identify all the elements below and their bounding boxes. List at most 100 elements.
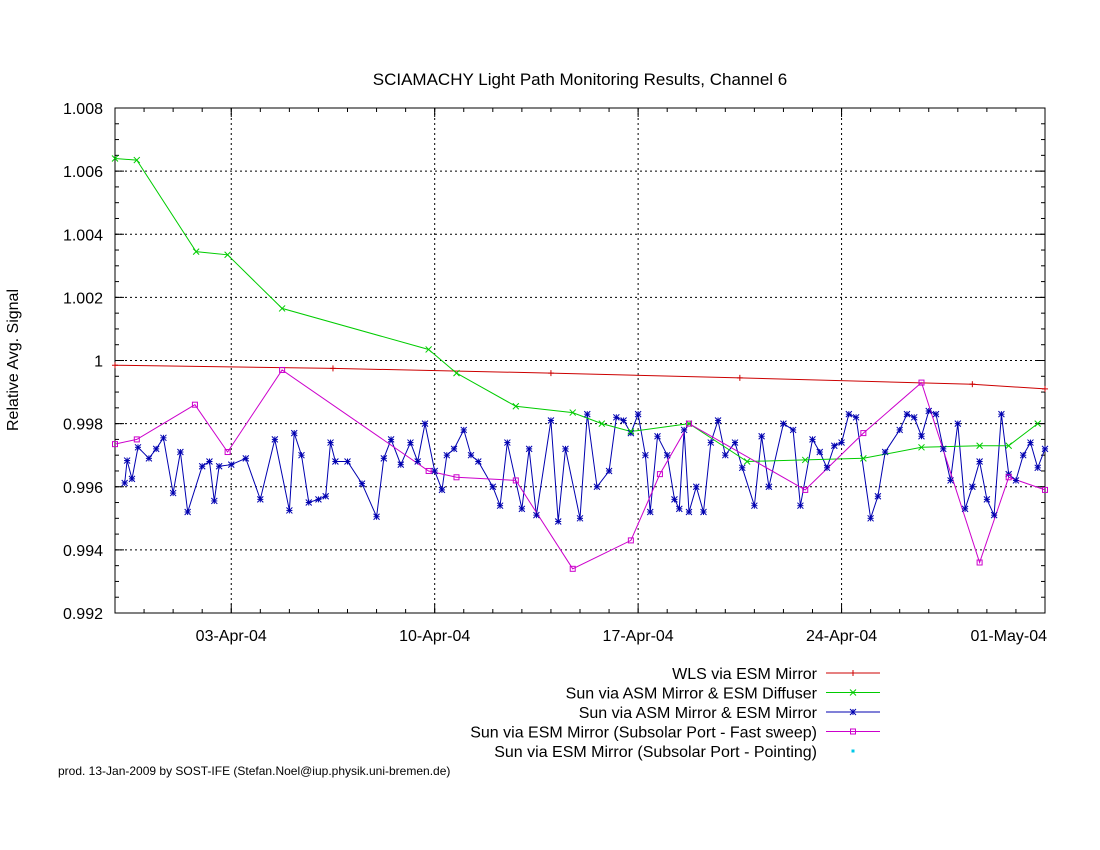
data-point — [425, 467, 432, 474]
series-markers — [111, 155, 1049, 572]
data-point — [215, 462, 223, 470]
y-tick-label: 0.994 — [63, 543, 103, 560]
data-point — [569, 409, 577, 416]
series-line-2 — [124, 410, 1046, 522]
data-point — [627, 428, 635, 435]
data-point — [453, 369, 460, 377]
data-point — [939, 445, 947, 453]
data-point — [358, 480, 366, 487]
data-point — [593, 483, 601, 491]
data-point — [344, 458, 351, 465]
data-point — [460, 426, 468, 434]
data-point — [315, 496, 322, 503]
x-tick-label: 03-Apr-04 — [196, 628, 267, 645]
data-point — [780, 420, 787, 427]
data-point — [512, 477, 519, 484]
data-point — [751, 502, 758, 510]
data-point — [443, 451, 451, 459]
data-point — [918, 443, 925, 451]
data-point — [467, 451, 475, 459]
x-tick-label: 24-Apr-04 — [806, 628, 877, 645]
data-point — [145, 454, 153, 462]
data-point — [1042, 385, 1048, 392]
data-point — [133, 436, 140, 443]
data-point — [184, 508, 192, 516]
data-point — [700, 508, 707, 516]
data-point — [489, 483, 497, 491]
data-point — [707, 439, 715, 446]
data-point — [925, 407, 933, 415]
data-point — [1005, 474, 1012, 481]
series-line-0 — [114, 364, 1046, 390]
data-point — [496, 502, 504, 510]
legend-swatch-marker — [851, 749, 855, 753]
data-point — [503, 439, 511, 446]
footer-credit: prod. 13-Jan-2009 by SOST-IFE (Stefan.No… — [58, 764, 450, 778]
data-point — [397, 461, 405, 469]
data-point — [450, 445, 458, 453]
x-tick-label: 01-May-04 — [971, 628, 1048, 645]
data-point — [1027, 439, 1034, 446]
x-tick-label: 17-Apr-04 — [603, 628, 674, 645]
data-point — [976, 442, 983, 450]
data-point — [860, 430, 867, 437]
data-point — [789, 426, 797, 434]
legend-swatch-marker — [849, 689, 857, 696]
data-point — [830, 442, 838, 450]
legend-label: Sun via ESM Mirror (Subsolar Port - Fast… — [470, 725, 817, 742]
data-point — [576, 514, 584, 522]
chart-title: SCIAMACHY Light Path Monitoring Results,… — [373, 70, 788, 89]
data-point — [192, 248, 200, 255]
data-point — [438, 486, 446, 494]
data-point — [809, 436, 816, 443]
data-point — [198, 462, 206, 470]
y-tick-label: 1.006 — [63, 164, 103, 181]
data-point — [685, 420, 692, 427]
data-point — [583, 410, 591, 418]
data-point — [675, 505, 683, 513]
data-point — [327, 439, 334, 446]
data-point — [1005, 442, 1013, 450]
data-point — [765, 483, 773, 491]
data-point — [112, 441, 118, 448]
data-point — [290, 429, 298, 437]
data-point — [680, 426, 688, 434]
series-lines — [114, 158, 1046, 570]
data-point — [797, 502, 804, 510]
data-point — [692, 483, 700, 491]
data-point — [380, 454, 388, 462]
data-point — [620, 417, 627, 424]
data-point — [191, 401, 198, 408]
data-point — [738, 464, 746, 472]
data-point — [642, 451, 649, 459]
data-point — [990, 511, 998, 519]
data-point — [387, 436, 395, 443]
data-point — [969, 381, 976, 388]
data-point — [533, 511, 540, 519]
legend-swatch-marker — [849, 708, 857, 716]
data-point — [1041, 445, 1049, 453]
data-point — [671, 496, 678, 503]
data-point — [1019, 451, 1027, 459]
data-point — [373, 513, 380, 521]
data-point — [298, 451, 305, 459]
data-point — [976, 458, 983, 465]
legend-swatch-marker — [850, 728, 856, 735]
data-point — [685, 508, 693, 516]
data-point — [860, 454, 867, 462]
data-point — [612, 413, 620, 421]
data-point — [1034, 420, 1042, 427]
y-tick-label: 0.996 — [63, 480, 103, 497]
data-point — [721, 451, 729, 459]
data-point — [627, 537, 634, 544]
x-tick-label: 10-Apr-04 — [399, 628, 470, 645]
data-point — [525, 445, 533, 453]
legend-label: WLS via ESM Mirror — [672, 666, 818, 683]
data-point — [896, 426, 904, 434]
data-point — [656, 471, 663, 478]
data-point — [224, 251, 231, 259]
data-point — [838, 439, 845, 446]
data-point — [976, 559, 983, 566]
data-point — [654, 432, 661, 440]
